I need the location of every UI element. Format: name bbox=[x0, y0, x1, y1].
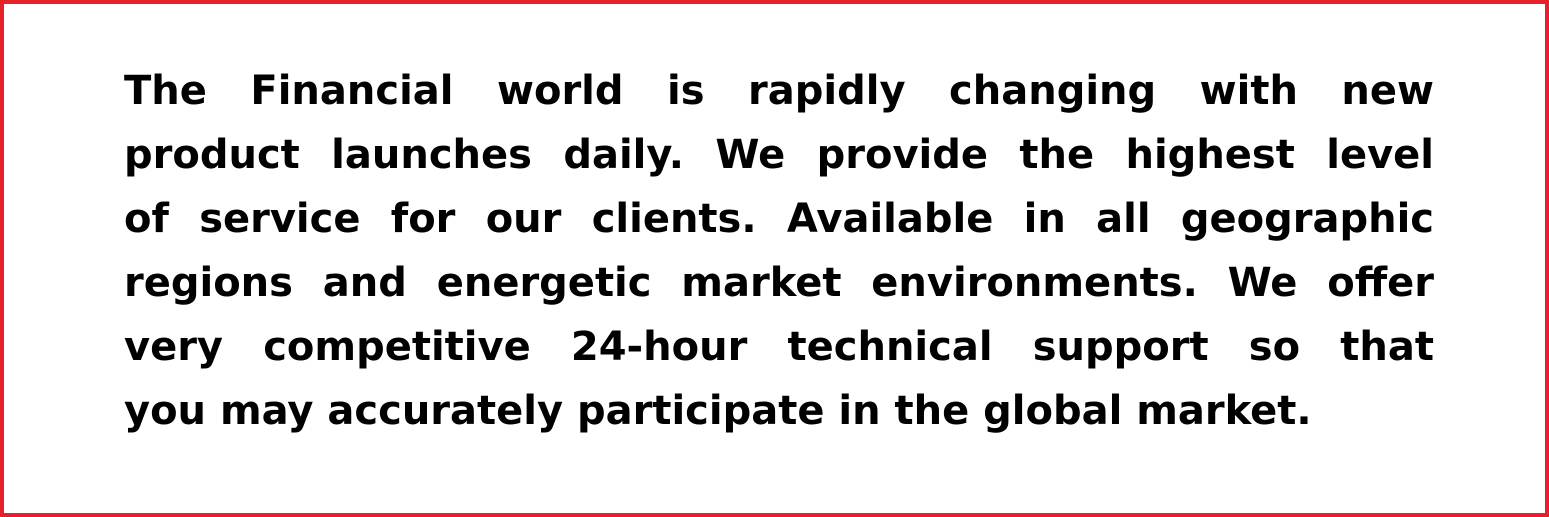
paragraph-line: The Financial world is rapidly changing … bbox=[124, 68, 1434, 114]
paragraph-line: very competitive 24-hour technical suppo… bbox=[124, 324, 1434, 370]
paragraph-line: you may accurately participate in the gl… bbox=[124, 388, 1312, 434]
paragraph-line: of service for our clients. Available in… bbox=[124, 196, 1434, 242]
paragraph-line: regions and energetic market environment… bbox=[124, 260, 1434, 306]
body-paragraph: The Financial world is rapidly changing … bbox=[124, 59, 1434, 443]
paragraph-line: product launches daily. We provide the h… bbox=[124, 132, 1434, 178]
